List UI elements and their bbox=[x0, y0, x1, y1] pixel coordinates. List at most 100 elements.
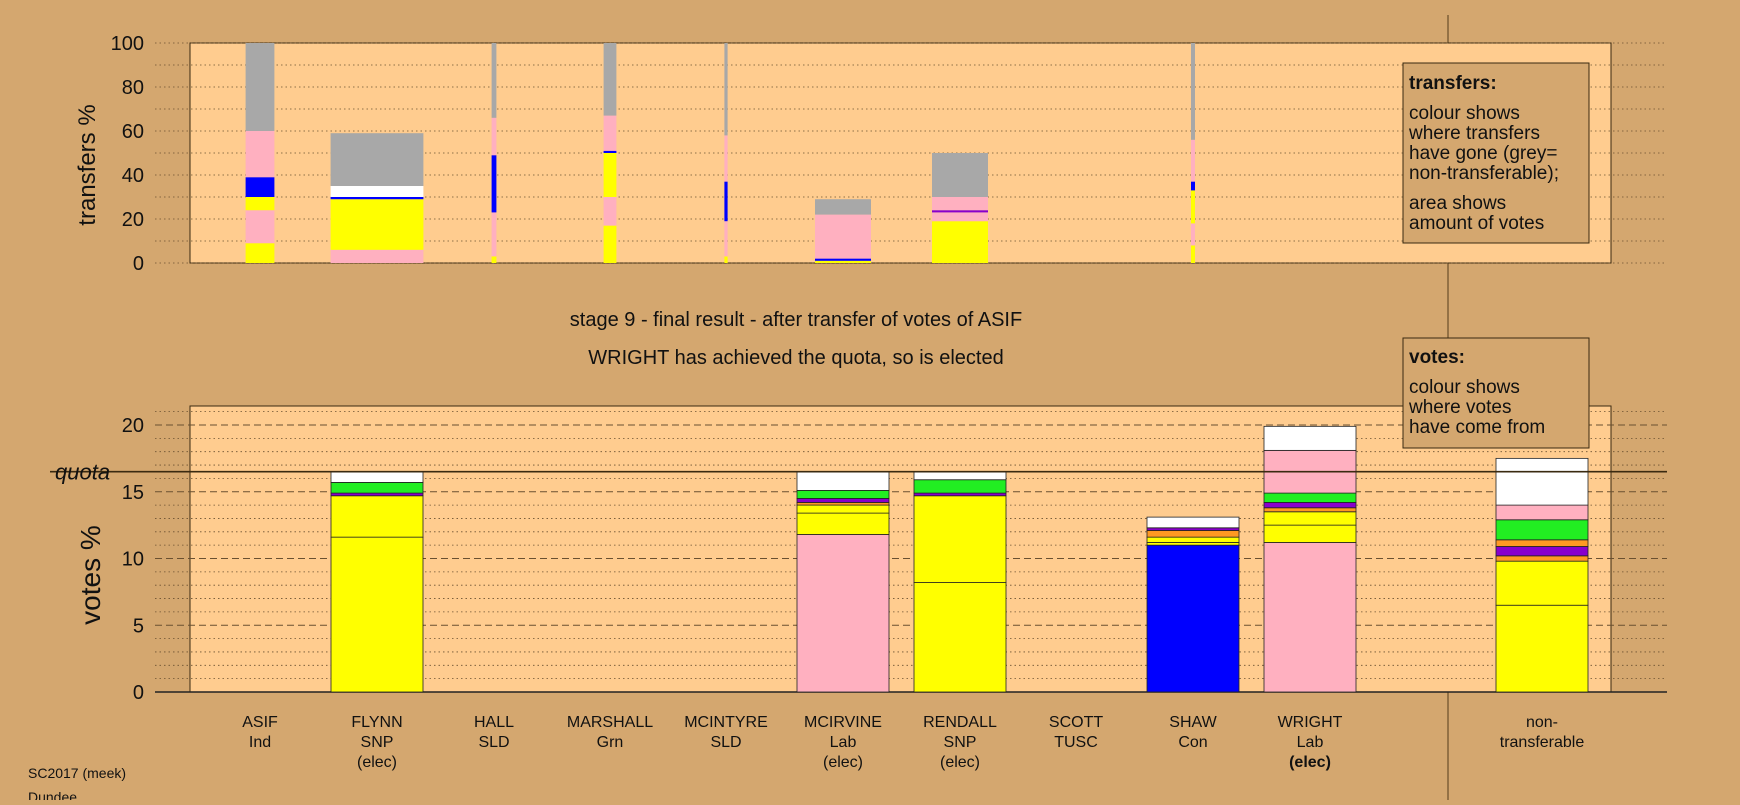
vote-segment bbox=[330, 492, 424, 497]
vote-segment bbox=[1495, 504, 1589, 521]
votes-panel bbox=[189, 405, 1612, 693]
vote-segment bbox=[796, 471, 890, 491]
transfer-segment bbox=[724, 256, 728, 263]
transfer-segment bbox=[724, 135, 728, 182]
candidate-name-label: MARSHALL bbox=[567, 714, 653, 731]
vote-segment bbox=[1146, 536, 1240, 543]
transfer-segment bbox=[245, 210, 275, 244]
transfers-note-box bbox=[1402, 62, 1590, 244]
vote-segment bbox=[796, 498, 890, 503]
candidate-party-label: Lab bbox=[1297, 734, 1324, 751]
vote-segment bbox=[1263, 425, 1357, 451]
candidate-status-label: (elec) bbox=[940, 754, 980, 771]
transfer-segment bbox=[815, 199, 871, 215]
votes-note-line: colour shows bbox=[1409, 377, 1520, 398]
candidate-party-label: Lab bbox=[830, 734, 857, 751]
transfers-y-tick-label: 60 bbox=[122, 121, 144, 143]
candidate-name-label: SHAW bbox=[1169, 714, 1217, 731]
votes-note-box bbox=[1402, 337, 1590, 449]
vote-segment bbox=[796, 490, 890, 499]
vote-segment bbox=[1146, 542, 1240, 546]
vote-segment bbox=[1263, 542, 1357, 693]
transfer-segment bbox=[603, 153, 617, 197]
vote-segment bbox=[1146, 544, 1240, 693]
transfer-segment bbox=[1191, 139, 1195, 182]
transfer-segment bbox=[1191, 223, 1195, 246]
transfer-segment bbox=[330, 199, 424, 250]
quota-label: quota bbox=[55, 460, 110, 485]
candidate-party-label: SNP bbox=[361, 734, 394, 751]
candidate-party-label: SNP bbox=[944, 734, 977, 751]
transfer-segment bbox=[245, 197, 275, 211]
vote-segment bbox=[330, 495, 424, 538]
transfer-segment bbox=[932, 212, 988, 222]
candidate-status-label: (elec) bbox=[357, 754, 397, 771]
vote-segment bbox=[1495, 519, 1589, 541]
vote-segment bbox=[1263, 524, 1357, 543]
transfer-segment bbox=[330, 186, 424, 197]
transfers-y-tick-label: 80 bbox=[122, 77, 144, 99]
vote-segment bbox=[913, 582, 1007, 693]
vote-segment bbox=[796, 512, 890, 535]
transfers-note-line: amount of votes bbox=[1409, 213, 1544, 234]
transfer-segment bbox=[1191, 181, 1195, 191]
transfer-segment bbox=[245, 43, 275, 131]
transfers-y-axis-label: transfers % bbox=[74, 104, 101, 225]
transfers-note-title: transfers: bbox=[1409, 73, 1497, 94]
transfer-segment bbox=[932, 210, 988, 213]
transfers-y-tick-label: 40 bbox=[122, 165, 144, 187]
transfer-segment bbox=[491, 117, 497, 156]
candidate-party-label: TUSC bbox=[1054, 734, 1098, 751]
transfer-segment bbox=[932, 153, 988, 197]
candidate-name-label: RENDALL bbox=[923, 714, 997, 731]
transfer-segment bbox=[491, 256, 497, 263]
vote-segment bbox=[330, 536, 424, 693]
candidate-status-label: (elec) bbox=[1289, 754, 1331, 771]
transfer-segment bbox=[932, 221, 988, 263]
candidate-name-label: WRIGHT bbox=[1278, 714, 1343, 731]
candidate-party-label: SLD bbox=[710, 734, 741, 751]
candidate-name-label: MCIRVINE bbox=[804, 714, 882, 731]
transfer-segment bbox=[815, 260, 871, 263]
transfer-segment bbox=[603, 225, 617, 263]
transfer-segment bbox=[603, 115, 617, 151]
candidate-name-label: FLYNN bbox=[351, 714, 402, 731]
candidate-party-label: Grn bbox=[597, 734, 624, 751]
vote-segment bbox=[1146, 530, 1240, 538]
footer-line-1: SC2017 (meek) bbox=[28, 765, 126, 781]
transfers-y-tick-label: 20 bbox=[122, 209, 144, 231]
votes-y-tick-label: 20 bbox=[122, 415, 144, 437]
transfers-note-line: where transfers bbox=[1408, 123, 1540, 144]
vote-segment bbox=[1263, 492, 1357, 503]
transfer-segment bbox=[603, 197, 617, 226]
transfer-segment bbox=[245, 177, 275, 197]
votes-y-tick-label: 15 bbox=[122, 482, 144, 504]
candidate-party-label: SLD bbox=[478, 734, 509, 751]
transfer-segment bbox=[491, 155, 497, 213]
vote-segment bbox=[1495, 560, 1589, 606]
vote-segment bbox=[1495, 539, 1589, 547]
vote-segment bbox=[796, 534, 890, 693]
transfer-segment bbox=[245, 243, 275, 263]
candidate-name-label: HALL bbox=[474, 714, 514, 731]
transfer-segment bbox=[724, 221, 728, 257]
stage-subtitle: WRIGHT has achieved the quota, so is ele… bbox=[588, 347, 1003, 369]
transfer-segment bbox=[932, 197, 988, 211]
transfer-segment bbox=[491, 212, 497, 257]
votes-y-tick-label: 0 bbox=[133, 682, 144, 704]
transfer-segment bbox=[330, 133, 424, 186]
transfer-segment bbox=[724, 181, 728, 222]
transfers-note-line: have gone (grey= bbox=[1409, 143, 1557, 164]
transfer-segment bbox=[1191, 43, 1195, 140]
candidate-name-label: ASIF bbox=[242, 714, 278, 731]
votes-y-tick-label: 5 bbox=[133, 615, 144, 637]
vote-segment bbox=[913, 495, 1007, 583]
vote-segment bbox=[1495, 457, 1589, 506]
candidate-party-label: transferable bbox=[1500, 734, 1585, 751]
transfer-segment bbox=[245, 131, 275, 178]
candidate-party-label: Ind bbox=[249, 734, 271, 751]
vote-segment bbox=[913, 471, 1007, 481]
vote-segment bbox=[1263, 507, 1357, 513]
